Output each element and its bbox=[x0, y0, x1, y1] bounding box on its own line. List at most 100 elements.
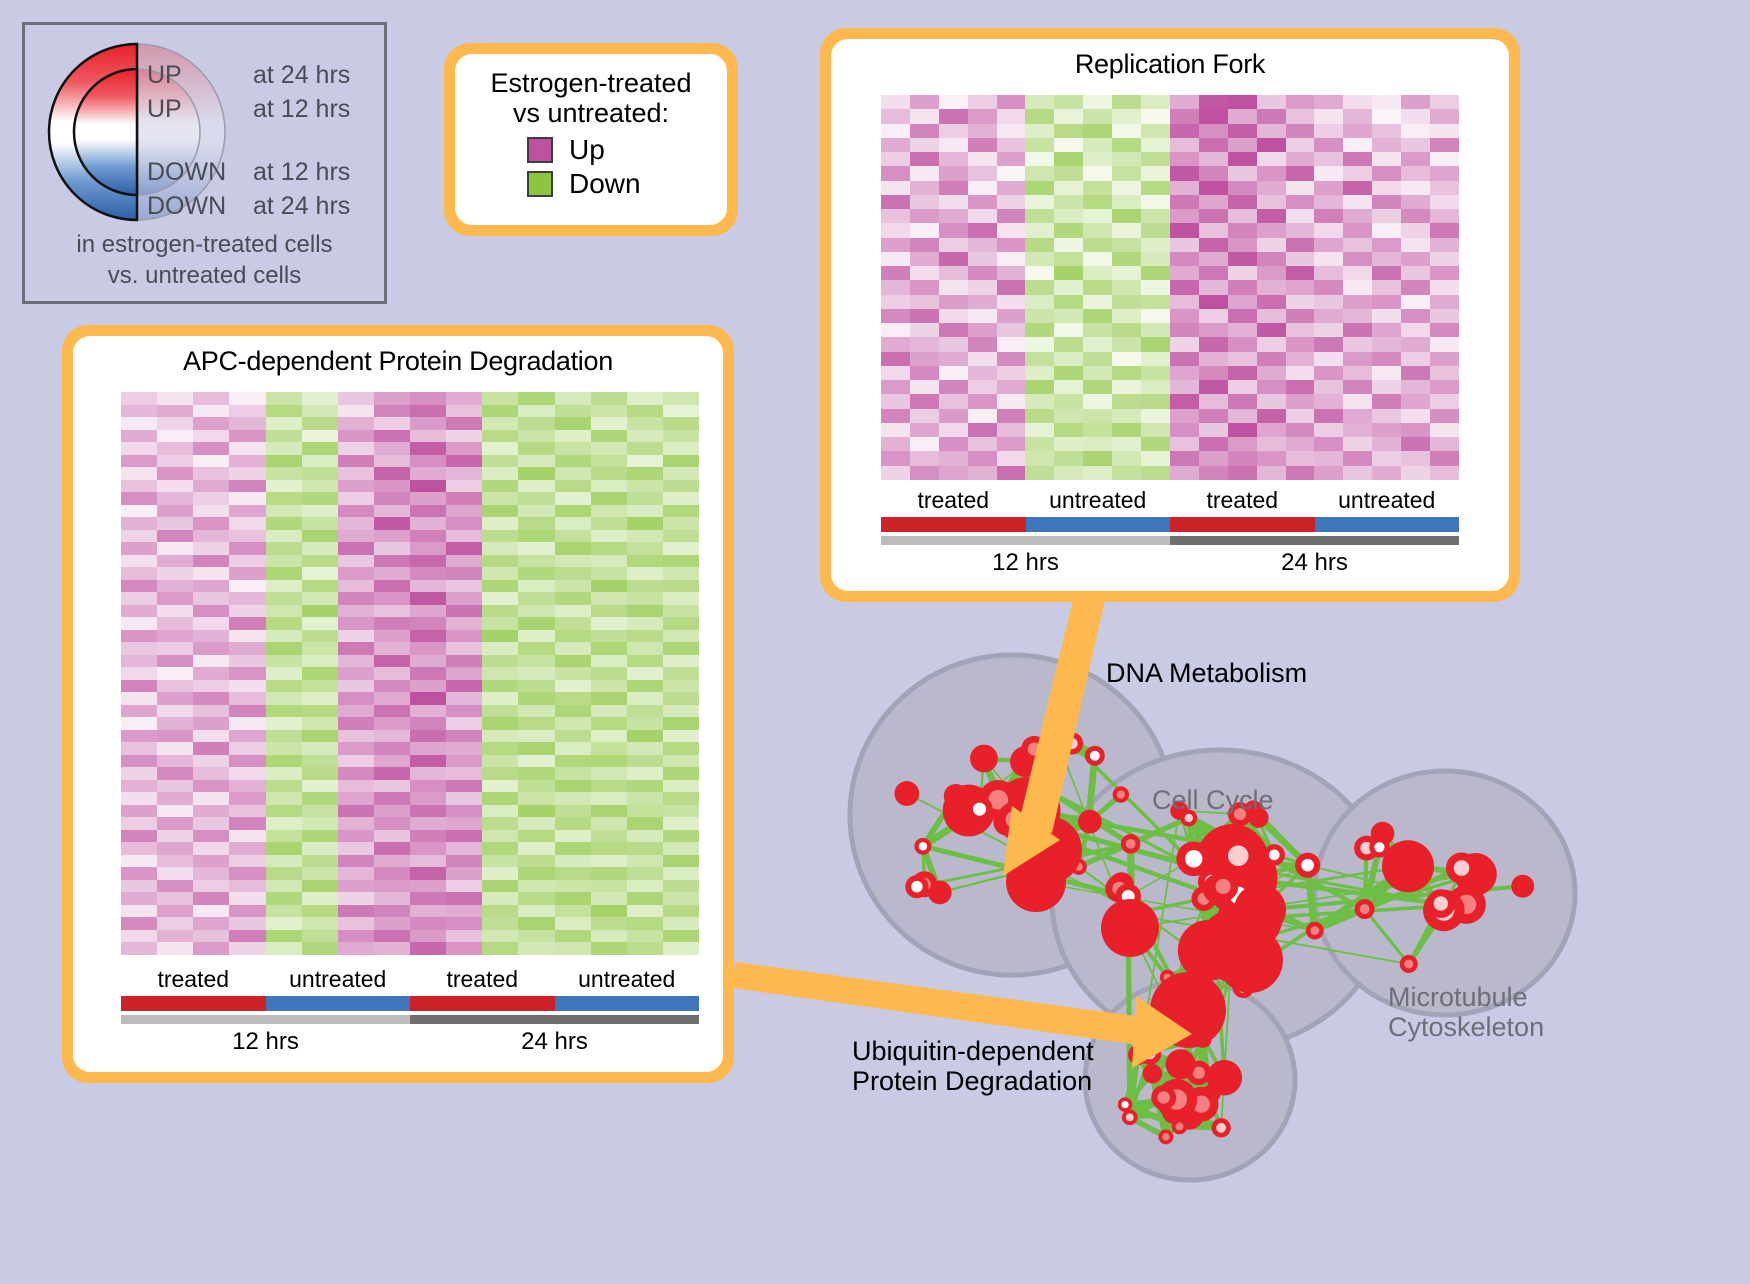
heatmap-cell bbox=[1170, 352, 1199, 366]
heatmap-cell bbox=[1343, 423, 1372, 437]
heatmap-cell bbox=[555, 517, 591, 530]
network-node[interactable] bbox=[1053, 721, 1067, 735]
heatmap-cell bbox=[591, 867, 627, 880]
heatmap-cell bbox=[446, 580, 482, 593]
heatmap-cell bbox=[266, 505, 302, 518]
network-node[interactable] bbox=[1158, 1129, 1173, 1144]
network-node[interactable] bbox=[1306, 922, 1324, 940]
heatmap-cell bbox=[910, 366, 939, 380]
heatmap-cell bbox=[1286, 337, 1315, 351]
network-node[interactable] bbox=[1176, 841, 1211, 876]
network-node[interactable] bbox=[1021, 736, 1047, 762]
network-node[interactable] bbox=[1113, 786, 1129, 802]
heatmap-cell bbox=[663, 542, 699, 555]
heatmap-cell bbox=[663, 705, 699, 718]
heatmap-cell bbox=[374, 505, 410, 518]
heatmap-cell bbox=[1372, 109, 1401, 123]
network-node[interactable] bbox=[1143, 1064, 1163, 1084]
heatmap-cell bbox=[1199, 223, 1228, 237]
network-node[interactable] bbox=[1048, 735, 1070, 757]
heatmap-cell bbox=[482, 455, 518, 468]
network-node[interactable] bbox=[1006, 852, 1066, 912]
heatmap-cell bbox=[1372, 337, 1401, 351]
heatmap-cell bbox=[266, 442, 302, 455]
network-node[interactable] bbox=[970, 745, 998, 773]
heatmap-cell bbox=[518, 505, 554, 518]
network-node[interactable] bbox=[1369, 837, 1389, 857]
network-node[interactable] bbox=[914, 838, 931, 855]
network-node[interactable] bbox=[1217, 927, 1283, 993]
network-node[interactable] bbox=[1382, 840, 1434, 892]
heatmap-cell bbox=[193, 592, 229, 605]
heatmap-cell bbox=[1054, 166, 1083, 180]
network-node[interactable] bbox=[1426, 889, 1455, 918]
heatmap-cell bbox=[410, 442, 446, 455]
network-node[interactable] bbox=[1511, 875, 1534, 898]
heatmap-cell bbox=[121, 542, 157, 555]
network-node[interactable] bbox=[1264, 844, 1285, 865]
heatmap-cell bbox=[910, 380, 939, 394]
network-node[interactable] bbox=[1355, 899, 1375, 919]
network-node[interactable] bbox=[1122, 1109, 1138, 1125]
key-row-2-label: DOWN bbox=[147, 158, 226, 187]
heatmap-cell bbox=[1372, 209, 1401, 223]
heatmap-cell bbox=[1083, 352, 1112, 366]
network-node[interactable] bbox=[1121, 834, 1140, 853]
heatmap-cell bbox=[518, 642, 554, 655]
network-node[interactable] bbox=[1234, 884, 1286, 936]
network-node[interactable] bbox=[1172, 1119, 1188, 1135]
legend-heading-line2: vs untreated: bbox=[471, 98, 711, 128]
heatmap-cell bbox=[482, 517, 518, 530]
heatmap-cell bbox=[193, 480, 229, 493]
network-node[interactable] bbox=[1101, 899, 1159, 957]
network-node[interactable] bbox=[1150, 972, 1226, 1048]
heatmap-cell bbox=[1401, 409, 1430, 423]
heatmap-cell bbox=[446, 880, 482, 893]
network-node[interactable] bbox=[1085, 746, 1105, 766]
network-node[interactable] bbox=[1446, 852, 1477, 883]
heatmap-cell bbox=[1083, 309, 1112, 323]
network-node[interactable] bbox=[1207, 1060, 1243, 1096]
heatmap-cell bbox=[518, 517, 554, 530]
heatmap-cell bbox=[1228, 466, 1257, 480]
heatmap-cell bbox=[374, 867, 410, 880]
heatmap-cell bbox=[1228, 366, 1257, 380]
heatmap-cell bbox=[1199, 166, 1228, 180]
network-node[interactable] bbox=[1218, 835, 1259, 876]
heatmap-cell bbox=[410, 555, 446, 568]
heatmap-cell bbox=[881, 152, 910, 166]
heatmap-cell bbox=[374, 417, 410, 430]
network-node[interactable] bbox=[1295, 853, 1320, 878]
network-node[interactable] bbox=[1118, 1097, 1133, 1112]
heatmap-cell bbox=[910, 409, 939, 423]
network-node[interactable] bbox=[1139, 1042, 1162, 1065]
heatmap-cell bbox=[881, 138, 910, 152]
network-node[interactable] bbox=[1078, 810, 1102, 834]
heatmap-cell bbox=[1372, 252, 1401, 266]
heatmap-cell bbox=[997, 323, 1026, 337]
heatmap-cell bbox=[518, 892, 554, 905]
network-node[interactable] bbox=[905, 875, 928, 898]
network-node[interactable] bbox=[1208, 871, 1238, 901]
heatmap-cell bbox=[555, 530, 591, 543]
heatmap-cell bbox=[193, 780, 229, 793]
network-node[interactable] bbox=[894, 781, 919, 806]
heatmap-cell bbox=[410, 542, 446, 555]
heatmap-cell bbox=[968, 195, 997, 209]
network-node[interactable] bbox=[1400, 955, 1418, 973]
network-node[interactable] bbox=[1211, 1118, 1230, 1137]
network-node[interactable] bbox=[1166, 1049, 1196, 1079]
cluster-label-cell-cycle: Cell Cycle bbox=[1152, 785, 1274, 815]
network-node[interactable] bbox=[966, 796, 992, 822]
heatmap-cell bbox=[1199, 394, 1228, 408]
heatmap-cell bbox=[1112, 409, 1141, 423]
network-node[interactable] bbox=[1151, 1085, 1176, 1110]
network-node[interactable] bbox=[1035, 779, 1055, 799]
heatmap-cell bbox=[1257, 124, 1286, 138]
heatmap-cell bbox=[157, 517, 193, 530]
network-node[interactable] bbox=[944, 784, 968, 808]
heatmap-cell bbox=[193, 880, 229, 893]
heatmap-cell bbox=[591, 517, 627, 530]
heatmap-cell bbox=[1286, 295, 1315, 309]
heatmap-cell bbox=[338, 767, 374, 780]
